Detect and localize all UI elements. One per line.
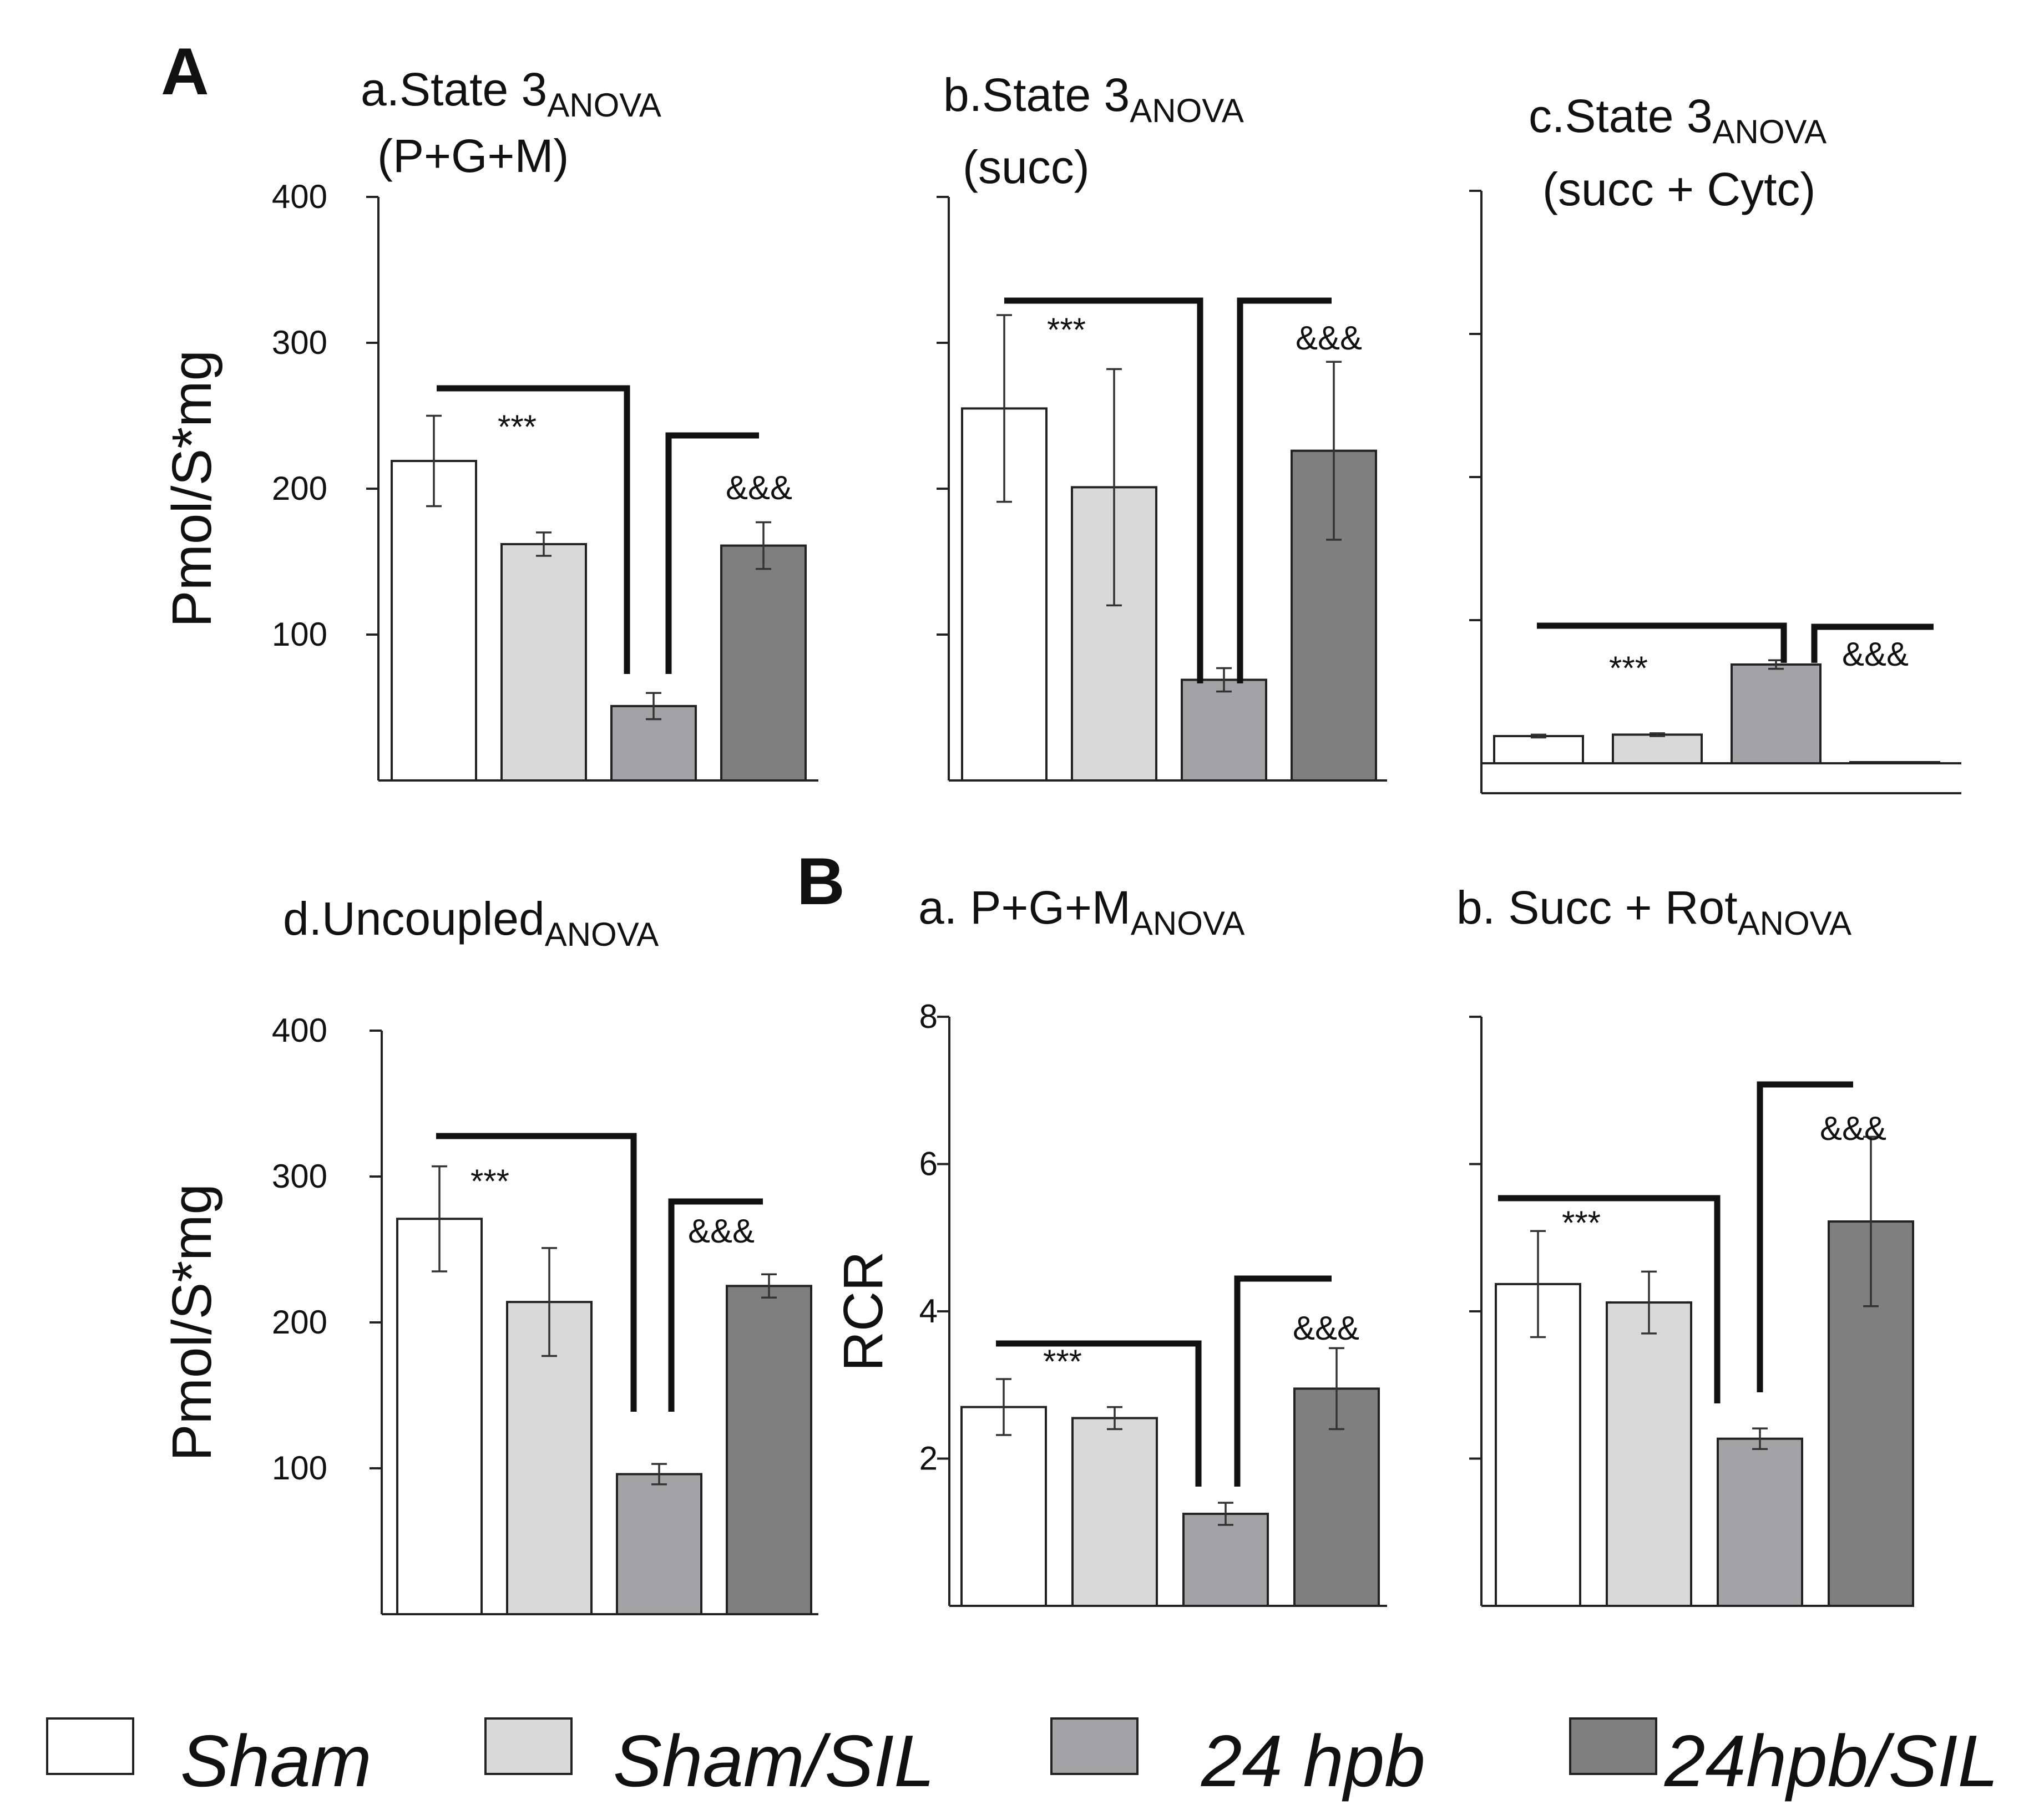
chart-subtitle: (P+G+M) (377, 130, 569, 182)
y-tick-label: 200 (272, 1304, 327, 1341)
chart-ad: 100 200 300 400 Pmol/S*mg d.UncoupledANOVA ***… (161, 893, 818, 1616)
panel-label-b: B (797, 844, 845, 919)
bar-sham (960, 1406, 1047, 1607)
legend-label: 24hpb/SIL (1664, 1720, 1999, 1802)
chart-ba: 2 4 6 8 RCR a. P+G+MANOVA *** &&& (832, 881, 1387, 1608)
chart-ab: b.State 3ANOVA (succ) *** &&& (937, 69, 1387, 782)
y-tick-label: 400 (272, 178, 327, 215)
chart-ac: c.State 3ANOVA (succ + Cytc) *** &&& (1469, 90, 1961, 794)
bar-24-hpb (1182, 1513, 1269, 1607)
y-axis-label: RCR (832, 1251, 894, 1372)
significance-bracket (1498, 1195, 1721, 1403)
bar-sham-sil (500, 543, 587, 782)
significance-mark: &&& (688, 1213, 755, 1250)
significance-mark: *** (470, 1163, 509, 1200)
significance-bracket (665, 432, 759, 674)
legend-swatch (46, 1717, 134, 1775)
chart-title: d.UncoupledANOVA (283, 893, 659, 953)
significance-bracket (1811, 623, 1934, 663)
significance-bracket (1757, 1081, 1853, 1392)
y-tick-label: 200 (272, 470, 327, 507)
bar-sham-sil (1612, 733, 1703, 765)
significance-bracket (1234, 1275, 1332, 1487)
bar-sham-sil (506, 1301, 593, 1615)
y-tick-label: 100 (272, 616, 327, 653)
legend-label: Sham/SIL (613, 1720, 935, 1802)
significance-bracket (1004, 297, 1203, 683)
significance-bracket (1237, 297, 1332, 683)
bar-sham (396, 1218, 483, 1615)
significance-bracket (668, 1198, 763, 1412)
bar-24-hpb (616, 1473, 702, 1616)
significance-bracket (1537, 622, 1787, 663)
chart-subtitle: (succ) (963, 141, 1090, 193)
legend: Sham Sham/SIL 24 hpb 24hpb/SIL (46, 1717, 1999, 1802)
chart-subtitle: (succ + Cytc) (1542, 163, 1815, 215)
bar-24-hpb (1731, 663, 1822, 764)
legend-label: 24 hpb (1201, 1720, 1425, 1802)
y-tick-label: 6 (919, 1145, 938, 1183)
y-tick-label: 8 (919, 998, 938, 1035)
bar-sham-sil (1071, 1417, 1158, 1608)
charts: 100 200 300 400 Pmol/S*mg a.State 3ANOVA (P+G+… (161, 63, 1961, 1616)
significance-mark: &&& (1820, 1110, 1886, 1147)
y-axis-label: Pmol/S*mg (161, 350, 223, 627)
significance-mark: &&& (726, 469, 792, 506)
chart-bb: b. Succ + RotANOVA *** &&& (1456, 881, 1914, 1608)
significance-mark: *** (498, 408, 537, 445)
y-tick-label: 400 (272, 1012, 327, 1049)
significance-bracket (436, 1133, 637, 1412)
significance-mark: &&& (1296, 320, 1362, 357)
y-tick-label: 4 (919, 1292, 938, 1330)
bar-24-hpb (1717, 1437, 1803, 1607)
bar-sham (391, 460, 477, 782)
legend-swatch (484, 1717, 573, 1775)
significance-mark: *** (1047, 311, 1086, 348)
bar-24hpb-sil (726, 1285, 812, 1615)
y-tick-label: 100 (272, 1449, 327, 1487)
bar-sham-sil (1606, 1301, 1692, 1608)
y-tick-label: 300 (272, 324, 327, 361)
bar-24hpb-sil (720, 544, 807, 782)
significance-bracket (437, 385, 630, 674)
bar-24-hpb (1181, 678, 1267, 782)
panel-label-a: A (161, 34, 209, 109)
chart-title: a.State 3ANOVA (361, 63, 661, 124)
chart-title: b.State 3ANOVA (943, 69, 1244, 129)
chart-title: c.State 3ANOVA (1529, 90, 1827, 150)
significance-mark: &&& (1842, 636, 1909, 673)
legend-label: Sham (180, 1720, 372, 1802)
significance-mark: *** (1562, 1204, 1601, 1241)
chart-title: b. Succ + RotANOVA (1456, 881, 1851, 942)
significance-mark: *** (1043, 1343, 1082, 1380)
legend-swatch (1569, 1717, 1657, 1775)
significance-mark: &&& (1293, 1310, 1359, 1347)
y-axis-label: Pmol/S*mg (161, 1184, 223, 1461)
y-tick-label: 300 (272, 1158, 327, 1195)
significance-bracket (996, 1340, 1202, 1487)
significance-mark: *** (1609, 650, 1648, 687)
bar-sham (1493, 734, 1584, 764)
chart-aa: 100 200 300 400 Pmol/S*mg a.State 3ANOVA (P+G+… (161, 63, 818, 782)
y-tick-label: 2 (919, 1440, 938, 1477)
chart-title: a. P+G+MANOVA (918, 881, 1244, 942)
bar-24hpb-sil (1849, 761, 1940, 764)
legend-swatch (1050, 1717, 1139, 1775)
